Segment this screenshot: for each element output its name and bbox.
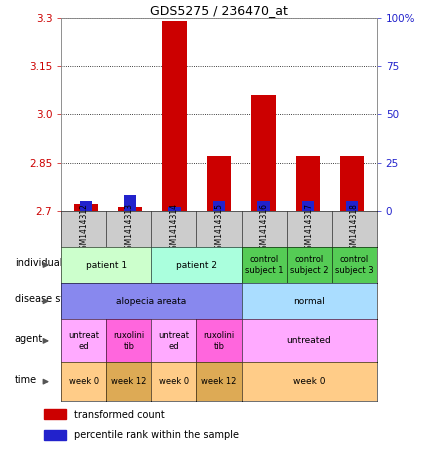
Bar bbox=[296, 156, 320, 211]
Text: GSM1414313: GSM1414313 bbox=[124, 203, 134, 254]
Bar bbox=[44, 410, 66, 419]
Text: GSM1414315: GSM1414315 bbox=[215, 203, 223, 254]
Text: ruxolini
tib: ruxolini tib bbox=[203, 331, 235, 351]
Bar bbox=[118, 207, 142, 211]
Text: control
subject 1: control subject 1 bbox=[245, 255, 283, 275]
Bar bbox=[251, 95, 276, 211]
Text: GSM1414318: GSM1414318 bbox=[350, 203, 359, 254]
Text: patient 2: patient 2 bbox=[176, 260, 217, 270]
Text: untreat
ed: untreat ed bbox=[159, 331, 190, 351]
Text: untreated: untreated bbox=[287, 337, 332, 345]
Text: normal: normal bbox=[293, 297, 325, 306]
Text: GSM1414314: GSM1414314 bbox=[170, 203, 178, 254]
Text: week 0: week 0 bbox=[293, 377, 325, 386]
Bar bbox=[207, 156, 231, 211]
Text: time: time bbox=[15, 375, 37, 385]
Text: patient 1: patient 1 bbox=[86, 260, 127, 270]
Text: week 0: week 0 bbox=[159, 377, 189, 386]
Text: untreat
ed: untreat ed bbox=[68, 331, 99, 351]
Bar bbox=[124, 195, 136, 211]
Bar bbox=[213, 201, 225, 211]
Bar bbox=[80, 201, 92, 211]
Text: week 0: week 0 bbox=[69, 377, 99, 386]
Text: disease state: disease state bbox=[15, 294, 80, 304]
Text: GSM1414312: GSM1414312 bbox=[79, 203, 88, 254]
Bar bbox=[44, 429, 66, 440]
Bar bbox=[257, 201, 270, 211]
Bar bbox=[340, 156, 364, 211]
Text: transformed count: transformed count bbox=[74, 410, 165, 419]
Text: agent: agent bbox=[15, 334, 43, 344]
Text: control
subject 3: control subject 3 bbox=[335, 255, 374, 275]
Text: GSM1414316: GSM1414316 bbox=[260, 203, 268, 254]
Title: GDS5275 / 236470_at: GDS5275 / 236470_at bbox=[150, 4, 288, 17]
Bar bbox=[74, 204, 98, 211]
Bar bbox=[302, 201, 314, 211]
Bar bbox=[162, 21, 187, 211]
Text: GSM1414317: GSM1414317 bbox=[304, 203, 314, 254]
Text: week 12: week 12 bbox=[111, 377, 147, 386]
Bar bbox=[346, 201, 358, 211]
Text: percentile rank within the sample: percentile rank within the sample bbox=[74, 430, 240, 440]
Text: individual: individual bbox=[15, 258, 62, 268]
Text: ruxolini
tib: ruxolini tib bbox=[113, 331, 145, 351]
Text: week 12: week 12 bbox=[201, 377, 237, 386]
Text: alopecia areata: alopecia areata bbox=[117, 297, 187, 306]
Text: control
subject 2: control subject 2 bbox=[290, 255, 328, 275]
Bar bbox=[168, 207, 181, 211]
